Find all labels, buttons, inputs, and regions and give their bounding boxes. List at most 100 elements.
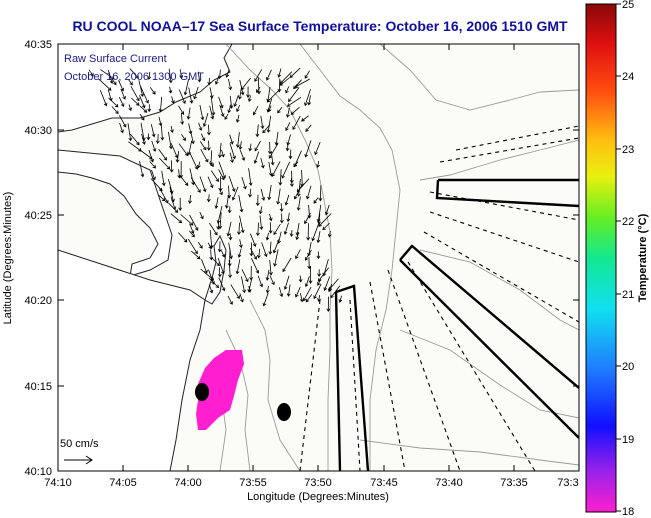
current-vector <box>318 185 323 202</box>
current-vector <box>285 143 290 152</box>
x-tick-label: 74:00 <box>174 477 202 489</box>
current-vector <box>178 143 189 157</box>
colorbar-tick-label: 20 <box>622 361 634 373</box>
current-vector <box>128 104 132 112</box>
current-vector <box>295 286 301 298</box>
survey-boxes <box>334 178 579 471</box>
current-vector <box>197 161 201 169</box>
current-vector <box>239 293 244 303</box>
current-vector <box>191 250 201 260</box>
current-vector <box>197 71 202 83</box>
current-vector <box>268 222 273 234</box>
current-vector <box>246 86 250 98</box>
current-vector <box>216 205 223 224</box>
coastline-south <box>58 149 173 277</box>
y-tick-label: 40:20 <box>24 295 52 307</box>
colorbar <box>585 3 617 513</box>
current-vector <box>159 157 171 170</box>
current-vector <box>199 141 207 151</box>
current-vector <box>268 213 273 222</box>
x-tick-label: 73:3 <box>557 477 578 489</box>
current-vector <box>214 76 220 85</box>
current-vector <box>199 176 207 193</box>
current-vector <box>209 87 214 99</box>
current-vector <box>210 170 219 183</box>
y-tick-label: 40:35 <box>24 39 52 51</box>
current-vector <box>207 176 214 189</box>
current-vector <box>255 124 260 138</box>
current-vector <box>289 67 301 78</box>
current-vector <box>146 133 151 141</box>
current-vector <box>177 169 182 179</box>
x-axis-label: Longitude (Degrees:Minutes) <box>247 491 389 503</box>
current-vector <box>158 96 163 113</box>
current-vector <box>218 212 223 230</box>
current-vector <box>168 202 179 213</box>
current-vector <box>202 112 209 128</box>
current-vector <box>239 215 245 234</box>
current-vector <box>217 142 222 159</box>
current-vector <box>235 114 240 123</box>
current-vector <box>178 89 186 104</box>
y-tick-label: 40:10 <box>24 466 52 478</box>
current-vector <box>149 87 156 95</box>
surface-current-vectors <box>88 67 343 312</box>
current-vector <box>304 89 311 107</box>
current-vector <box>256 248 261 259</box>
current-vector <box>241 176 247 190</box>
current-vector <box>265 232 270 241</box>
colorbar-tick-label: 21 <box>622 289 634 301</box>
annotation-line-2: October 16, 2006 1300 GMT <box>64 71 204 83</box>
current-vector <box>139 113 145 121</box>
current-vector <box>168 86 173 94</box>
current-vector <box>239 239 243 249</box>
current-vector <box>209 222 218 236</box>
current-vector <box>199 104 205 121</box>
current-vector <box>208 277 220 289</box>
current-vector <box>190 131 195 145</box>
current-vector <box>286 107 290 118</box>
current-vector <box>266 89 280 103</box>
current-vector <box>254 69 263 82</box>
current-vector <box>288 87 300 103</box>
current-vector <box>295 249 301 260</box>
colorbar-label: Temperature (°C) <box>637 213 649 302</box>
current-vector <box>294 78 310 88</box>
current-vector <box>150 124 156 138</box>
colorbar-ticks <box>616 3 621 512</box>
current-vector <box>305 294 313 303</box>
current-vector <box>238 195 244 213</box>
current-vector <box>338 295 343 303</box>
current-vector <box>292 115 301 130</box>
coastline-nj <box>58 249 206 471</box>
current-vector <box>274 131 279 146</box>
current-vector <box>277 78 282 93</box>
current-vector <box>228 78 233 91</box>
current-vector <box>306 223 311 241</box>
current-vector <box>108 97 119 108</box>
current-vector <box>180 176 189 186</box>
current-vector <box>266 69 272 81</box>
current-vector <box>207 77 212 86</box>
current-vector <box>224 194 229 209</box>
x-tick-label: 73:45 <box>370 477 398 489</box>
current-vector <box>188 194 192 205</box>
current-vector <box>271 161 281 177</box>
current-vector <box>238 141 243 151</box>
current-vector <box>304 140 312 158</box>
current-vector <box>227 295 233 305</box>
current-vector <box>268 241 273 255</box>
current-vector <box>248 188 253 198</box>
current-vector <box>175 150 180 163</box>
current-vector <box>151 140 157 152</box>
current-vector <box>147 71 152 80</box>
scale-label: 50 cm/s <box>60 438 99 450</box>
current-vector <box>323 276 331 292</box>
current-vector <box>238 86 242 100</box>
current-vector <box>265 269 270 281</box>
current-vector <box>284 194 290 206</box>
current-vector <box>251 258 260 274</box>
current-vector <box>216 221 221 230</box>
current-vector <box>237 222 241 236</box>
